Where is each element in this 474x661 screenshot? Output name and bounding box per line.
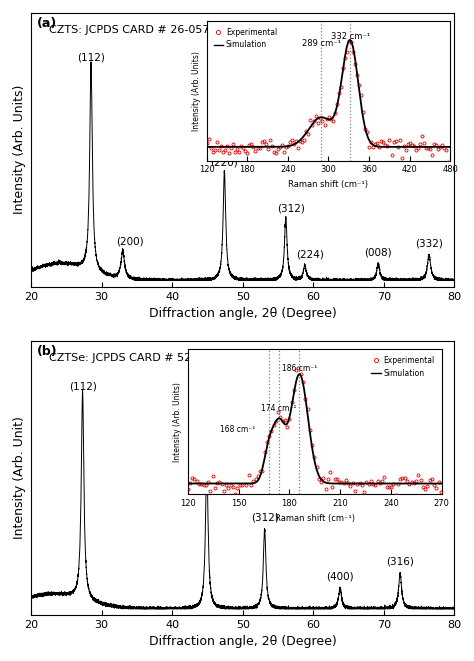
- Text: CZTS: JCPDS CARD # 26-0575: CZTS: JCPDS CARD # 26-0575: [49, 25, 216, 35]
- Text: (224): (224): [296, 249, 324, 260]
- Y-axis label: Intensity (Arb. Unit): Intensity (Arb. Unit): [12, 416, 26, 539]
- Text: CZTSe: JCPDS CARD # 52-0868: CZTSe: JCPDS CARD # 52-0868: [49, 354, 223, 364]
- Text: (220): (220): [210, 157, 238, 167]
- Text: (112): (112): [77, 53, 105, 63]
- Text: (204): (204): [197, 446, 225, 456]
- Text: (312): (312): [251, 513, 279, 523]
- Y-axis label: Intensity (Arb. Units): Intensity (Arb. Units): [12, 85, 26, 214]
- Text: (332): (332): [415, 239, 443, 249]
- Text: (400): (400): [326, 572, 354, 582]
- X-axis label: Diffraction angle, 2θ (Degree): Diffraction angle, 2θ (Degree): [149, 635, 337, 648]
- Text: (200): (200): [116, 237, 144, 247]
- Text: (a): (a): [36, 17, 57, 30]
- X-axis label: Diffraction angle, 2θ (Degree): Diffraction angle, 2θ (Degree): [149, 307, 337, 320]
- Text: (316): (316): [386, 557, 414, 567]
- Text: (312): (312): [277, 204, 305, 214]
- Text: (b): (b): [36, 345, 57, 358]
- Text: (008): (008): [365, 247, 392, 257]
- Text: (112): (112): [69, 381, 97, 391]
